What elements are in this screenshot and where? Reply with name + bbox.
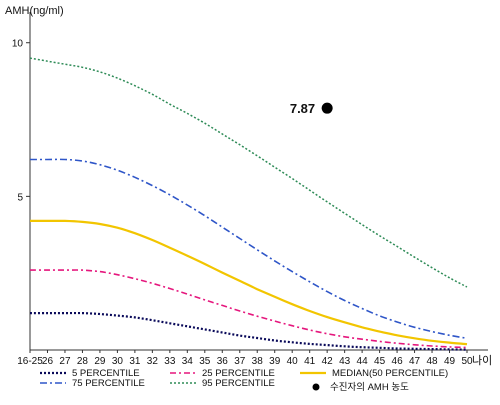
x-tick-label: 27 <box>59 356 71 367</box>
x-tick-label: 33 <box>164 356 176 367</box>
x-tick-label: 16-25 <box>17 356 43 367</box>
legend-label-95-percentile: 95 PERCENTILE <box>202 378 275 389</box>
y-tick-label: 10 <box>12 39 24 50</box>
x-tick-label: 32 <box>147 356 159 367</box>
x-tick-label: 31 <box>129 356 141 367</box>
x-tick-label: 41 <box>304 356 316 367</box>
legend-marker-swatch <box>312 383 320 391</box>
series-line-95-percentile <box>29 57 468 288</box>
y-axis-label: AMH(ng/ml) <box>5 5 64 17</box>
axes: AMH(ng/ml) 10 5 16-25 26 27 28 29 30 31 32 33 34 35 36… <box>5 5 492 393</box>
x-tick-label: 44 <box>357 356 369 367</box>
marker-group: 7.87 <box>290 101 333 116</box>
x-tick-label: 50 <box>461 356 473 367</box>
x-tick-label: 39 <box>269 356 281 367</box>
y-tick-label: 5 <box>17 192 23 203</box>
series-group <box>29 57 468 351</box>
x-tick-label: 47 <box>409 356 421 367</box>
x-tick-label: 48 <box>426 356 438 367</box>
x-tick-label: 40 <box>287 356 299 367</box>
series-line-25-percentile <box>29 269 468 349</box>
x-tick-label: 43 <box>339 356 351 367</box>
x-tick-label: 37 <box>234 356 246 367</box>
legend-label-75-percentile: 75 PERCENTILE <box>72 378 145 389</box>
x-tick-label: 42 <box>322 356 334 367</box>
x-axis-label: 나이 <box>472 354 492 367</box>
x-tick-label: 36 <box>217 356 229 367</box>
legend-marker-label: 수진자의 AMH 농도 <box>330 382 409 393</box>
series-line-5-percentile <box>29 311 468 351</box>
legend-label-25-percentile: 25 PERCENTILE <box>202 368 275 379</box>
x-tick-label: 46 <box>392 356 404 367</box>
x-tick-label: 35 <box>199 356 211 367</box>
patient-marker-label: 7.87 <box>290 101 315 116</box>
x-tick-label: 34 <box>182 356 194 367</box>
patient-marker-point <box>321 102 333 114</box>
x-tick-label: 30 <box>112 356 124 367</box>
x-tick-label: 28 <box>77 356 89 367</box>
x-tick-label: 26 <box>42 356 54 367</box>
legend-label-5-percentile: 5 PERCENTILE <box>72 368 140 379</box>
series-line-median-50-percentile <box>29 219 468 346</box>
legend-label-median-50-percentile: MEDIAN(50 PERCENTILE) <box>332 368 448 379</box>
series-line-75-percentile <box>29 158 468 340</box>
x-tick-label: 45 <box>374 356 386 367</box>
x-tick-label: 38 <box>252 356 264 367</box>
x-tick-label: 49 <box>444 356 456 367</box>
x-tick-label: 29 <box>94 356 106 367</box>
